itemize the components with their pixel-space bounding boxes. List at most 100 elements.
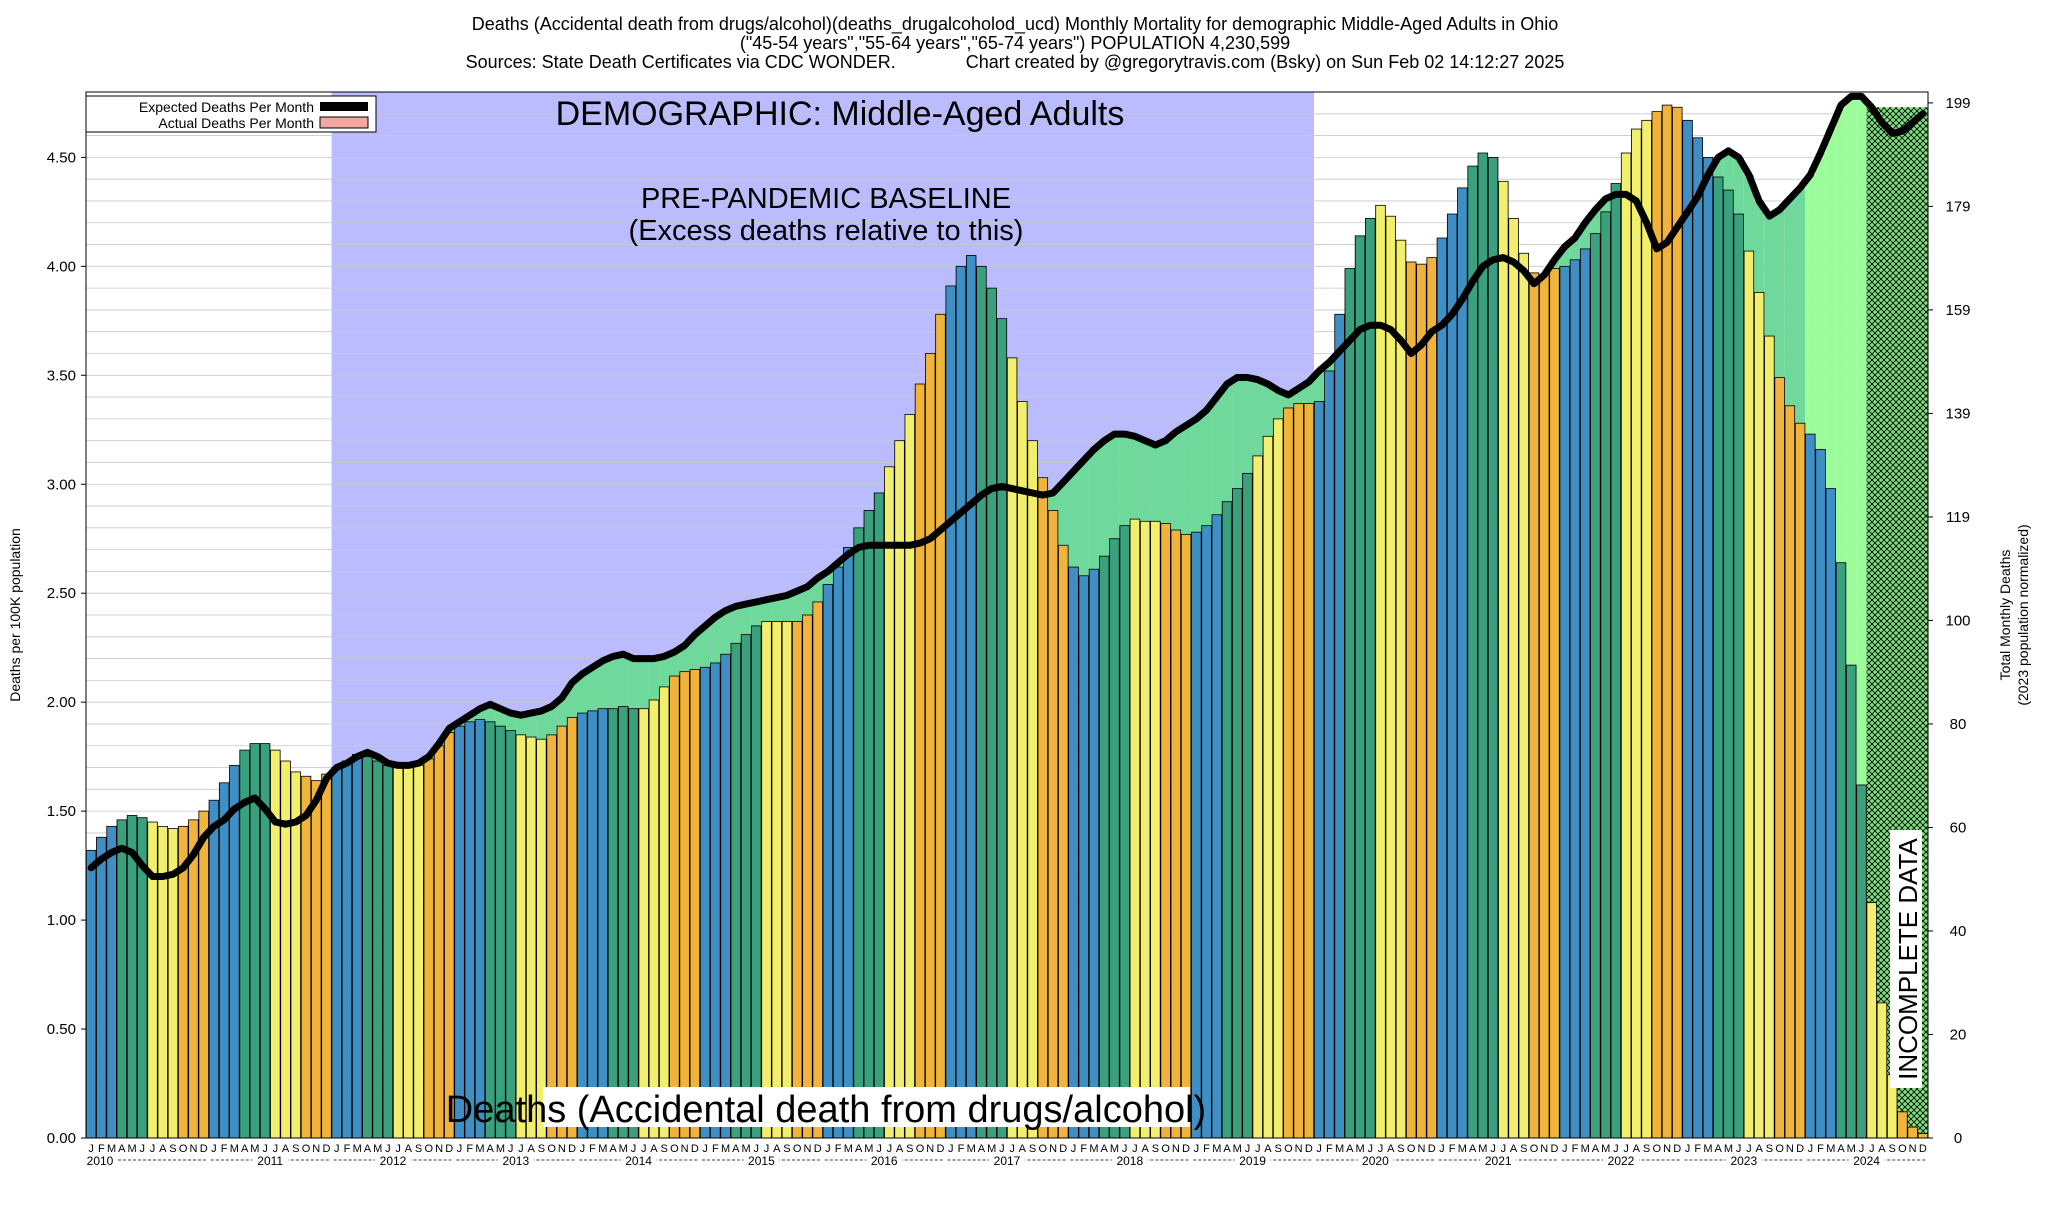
bar-month (628, 708, 639, 1139)
bar-month (1303, 403, 1315, 1139)
x-year-label-bg (375, 1155, 411, 1167)
x-year-label-bg (743, 1155, 780, 1167)
x-tick-month: O (1530, 1143, 1539, 1155)
bar-month (607, 708, 619, 1139)
x-tick-month: A (487, 1143, 495, 1155)
bar-month (1846, 664, 1857, 1139)
x-year-label-bg (1480, 1155, 1517, 1167)
bar-month (1375, 204, 1386, 1139)
x-tick-month: N (1540, 1143, 1548, 1155)
bar-month (853, 527, 864, 1139)
bar-month (1252, 455, 1263, 1139)
x-tick-month: M (1212, 1143, 1221, 1155)
bar-month (781, 621, 793, 1139)
x-tick-month: A (1755, 1143, 1763, 1155)
x-tick-month: M (864, 1143, 873, 1155)
deficit-fill (1835, 105, 1847, 563)
x-tick-month: N (1295, 1143, 1303, 1155)
x-tick-month: A (1346, 1143, 1354, 1155)
x-tick-month: J (1613, 1143, 1619, 1155)
incomplete-data-label: INCOMPLETE DATA (1893, 837, 1923, 1079)
bar-month (1037, 477, 1049, 1139)
bar-month (85, 849, 97, 1139)
deficit-fill (495, 708, 506, 727)
y-tick-label-right: 100 (1945, 612, 1970, 629)
bar-month (188, 819, 199, 1139)
bar-month (515, 734, 527, 1139)
x-year-label-bg (620, 1155, 657, 1167)
x-tick-month: A (282, 1143, 290, 1155)
deficit-fill (802, 586, 813, 615)
bar-month (1764, 335, 1775, 1139)
x-tick-month: J (1736, 1143, 1742, 1155)
deficit-fill (1784, 198, 1795, 406)
x-year-label-bg (1234, 1155, 1271, 1167)
x-year-label-bg (989, 1155, 1025, 1167)
bar-month (321, 773, 332, 1139)
bar-month (1784, 405, 1796, 1139)
deficit-fill (1774, 209, 1785, 378)
bar-month (1232, 488, 1243, 1139)
bar-month (1866, 902, 1877, 1139)
x-tick-month: N (1909, 1143, 1917, 1155)
x-tick-month: D (1919, 1143, 1927, 1155)
bar-month (740, 634, 752, 1139)
x-year-label: 2022 (1608, 1154, 1635, 1168)
legend-swatch-expected (320, 102, 368, 111)
deficit-fill (1140, 440, 1151, 522)
bar-month (484, 721, 496, 1139)
deficit-fill (1160, 440, 1171, 524)
bar-month (1027, 440, 1038, 1139)
x-tick-month: A (896, 1143, 904, 1155)
bar-month (1723, 189, 1734, 1139)
bar-month (1017, 401, 1028, 1139)
y-tick-label-left: 0.50 (47, 1021, 76, 1038)
x-tick-month: A (1510, 1143, 1518, 1155)
bar-month (1170, 529, 1182, 1139)
x-tick-month: J (395, 1143, 401, 1155)
x-tick-month: S (783, 1143, 790, 1155)
x-tick-month: J (457, 1143, 463, 1155)
bar-month (1058, 544, 1069, 1139)
deficit-fill (1794, 187, 1806, 424)
bar-month (474, 719, 486, 1139)
deficit-fill (1764, 216, 1775, 337)
x-tick-month: J (1808, 1143, 1814, 1155)
x-tick-month: A (650, 1143, 658, 1155)
x-tick-month: S (661, 1143, 668, 1155)
x-tick-month: A (364, 1143, 372, 1155)
deficit-fill (1273, 390, 1284, 419)
bar-month (1815, 448, 1826, 1139)
x-year-label-bg (497, 1155, 534, 1167)
x-year-label-bg (1848, 1155, 1885, 1167)
deficit-fill (1846, 96, 1857, 666)
x-tick-month: J (1245, 1143, 1251, 1155)
deficit-fill (587, 667, 598, 711)
x-tick-month: S (292, 1143, 299, 1155)
x-tick-month: J (1368, 1143, 1374, 1155)
x-tick-month: A (1019, 1143, 1027, 1155)
deficit-fill (1078, 460, 1089, 576)
x-tick-month: A (1878, 1143, 1886, 1155)
plot-frame (85, 91, 1929, 1139)
bar-month (771, 621, 782, 1139)
x-tick-month: N (189, 1143, 197, 1155)
bar-month (976, 265, 987, 1139)
bar-month (1150, 520, 1161, 1139)
bar-month (1221, 501, 1233, 1139)
x-year-label: 2013 (502, 1154, 529, 1168)
x-year-label: 2016 (871, 1154, 898, 1168)
y-tick-label-left: 4.00 (47, 258, 76, 275)
x-tick-month: O (793, 1143, 802, 1155)
x-tick-month: S (1889, 1143, 1896, 1155)
x-tick-month: N (926, 1143, 934, 1155)
x-tick-month: D (691, 1143, 699, 1155)
x-tick-month: J (1439, 1143, 1445, 1155)
bar-month (955, 265, 967, 1139)
bar-month (1119, 525, 1130, 1139)
bar-month (1559, 265, 1570, 1139)
x-tick-month: D (814, 1143, 822, 1155)
bar-month (126, 815, 138, 1139)
x-tick-month: F (466, 1143, 473, 1155)
bar-month (1283, 407, 1294, 1139)
